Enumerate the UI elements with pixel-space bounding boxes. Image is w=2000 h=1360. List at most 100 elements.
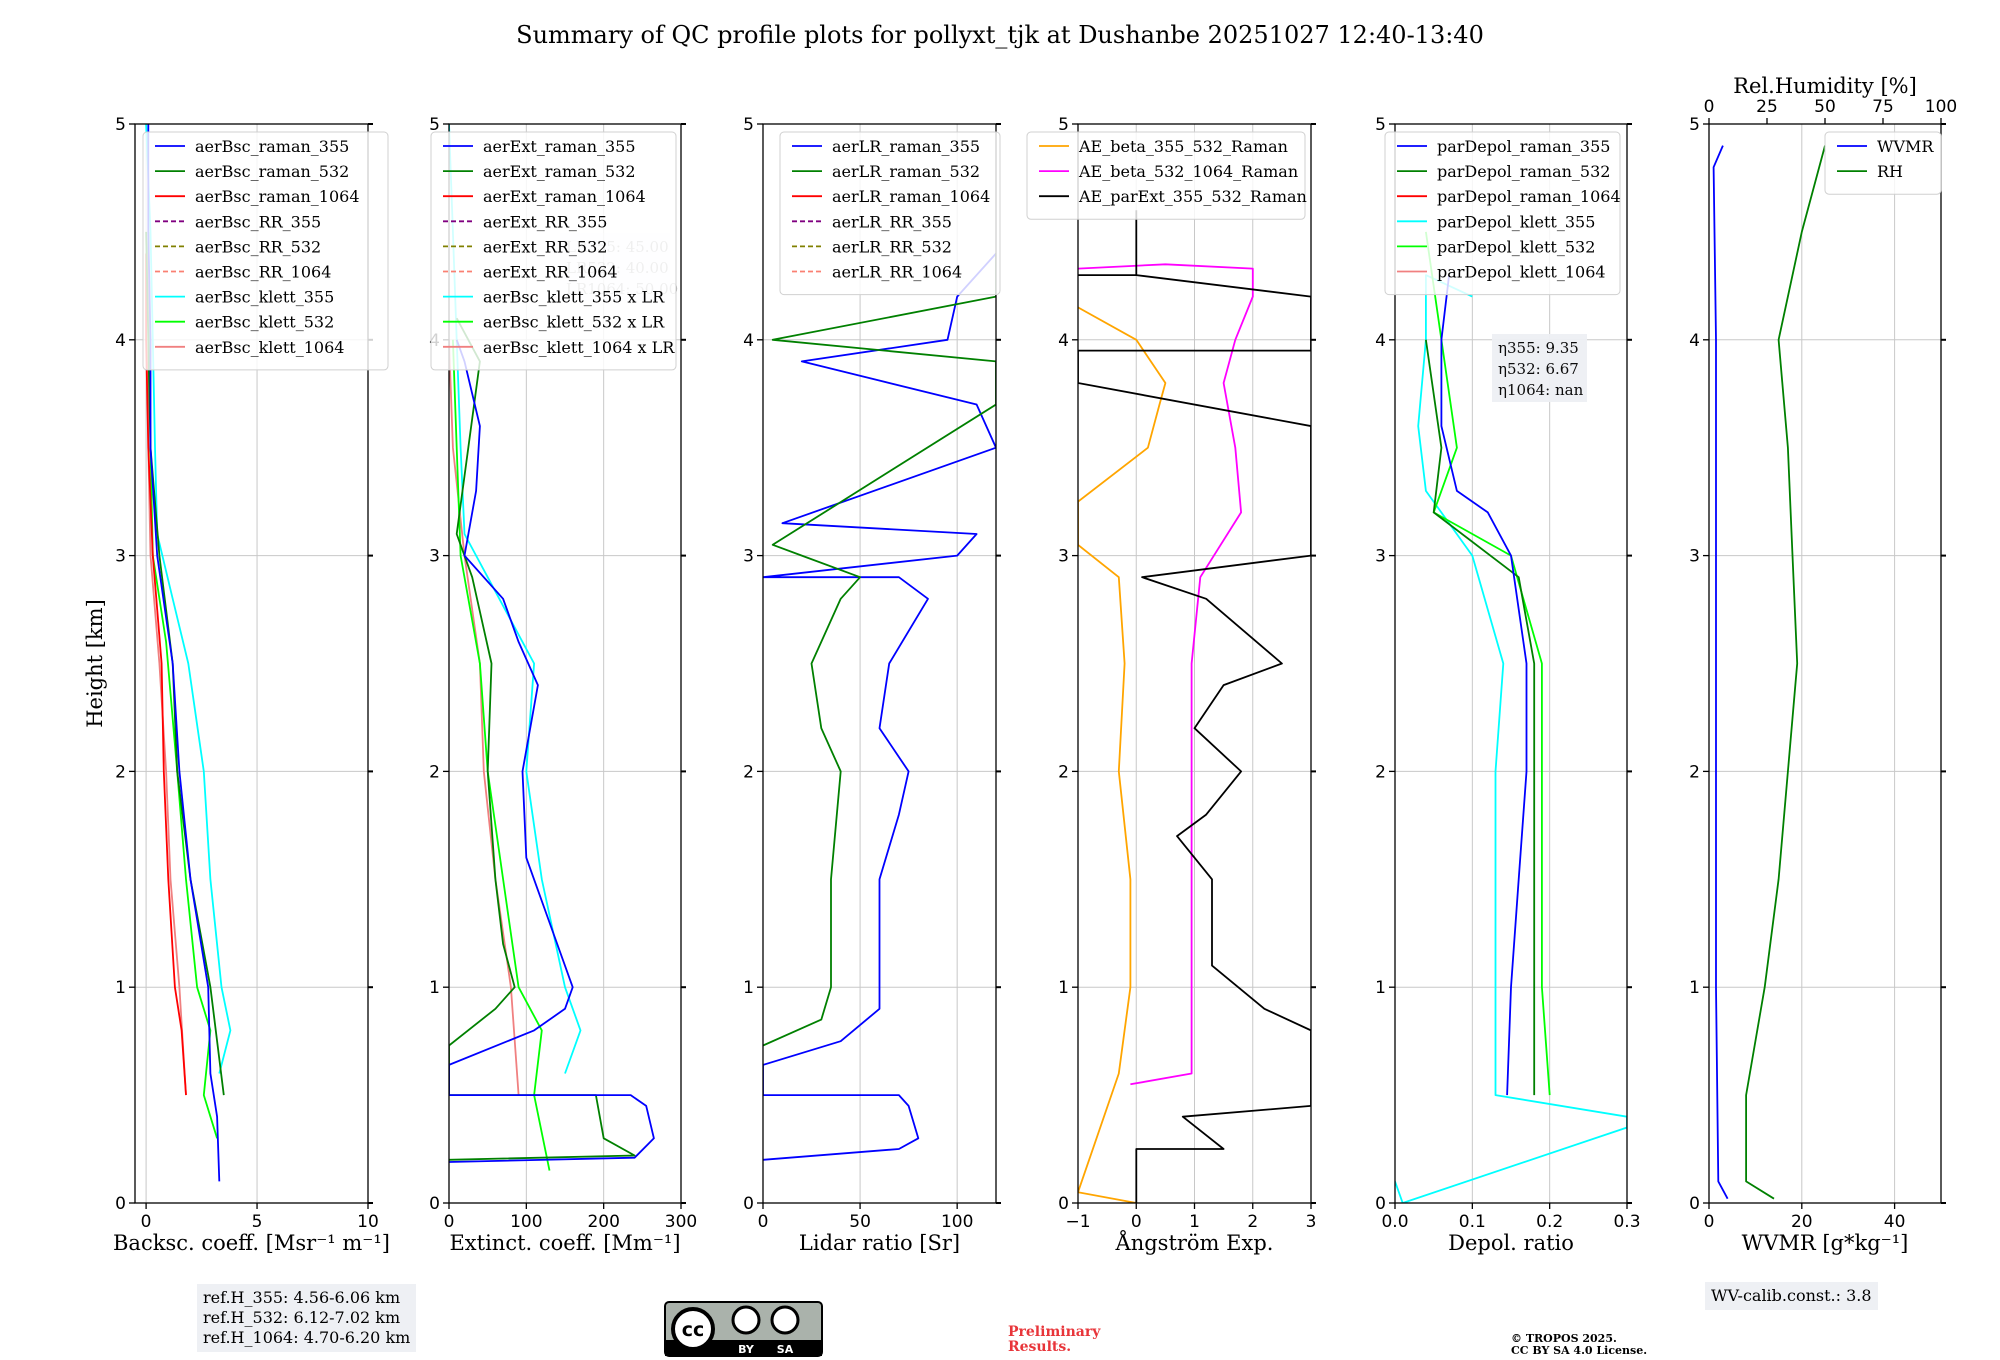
x-axis-label: Lidar ratio [Sr] [799, 1231, 960, 1255]
series-aerExt_raman_355 [449, 339, 655, 1163]
ref-height-532: ref.H_532: 6.12-7.02 km [203, 1308, 401, 1327]
legend-label: aerExt_RR_532 [483, 237, 607, 256]
legend-label: parDepol_raman_1064 [1437, 187, 1621, 206]
legend: aerBsc_raman_355 aerBsc_raman_532 aerBsc_r… [142, 131, 389, 371]
xtick-label: 20 [1791, 1212, 1813, 1232]
legend-label: aerBsc_klett_532 x LR [483, 313, 665, 332]
legend-label: aerBsc_raman_355 [195, 137, 349, 156]
ref-heights-box: ref.H_355: 4.56-6.06 km ref.H_532: 6.12-… [197, 1284, 417, 1352]
series-AE_parExt_355_532_Raman [1078, 210, 1311, 1203]
series-aerBsc_klett_1064 x LR [449, 339, 520, 1096]
ytick-label: 5 [1689, 115, 1700, 135]
y-axis-label: Height [km] [83, 599, 107, 728]
wv-calib-box: WV-calib.const.: 3.8 [1705, 1282, 1878, 1310]
ref-height-1064: ref.H_1064: 4.70-6.20 km [203, 1328, 411, 1347]
ytick-label: 3 [743, 547, 754, 567]
x2tick-label: 0 [1704, 97, 1715, 117]
ytick-label: 3 [115, 547, 126, 567]
ytick-label: 3 [429, 547, 440, 567]
xtick-label: 100 [941, 1212, 973, 1232]
ytick-label: 0 [115, 1194, 126, 1214]
x-axis-label: Backsc. coeff. [Msr⁻¹ m⁻¹] [113, 1231, 390, 1255]
legend-label: aerBsc_klett_1064 x LR [483, 338, 675, 357]
ytick-label: 5 [1058, 115, 1069, 135]
legend-frame [142, 131, 389, 371]
xtick-label: 0 [141, 1212, 152, 1232]
x2tick-label: 50 [1814, 97, 1836, 117]
ref-height-355: ref.H_355: 4.56-6.06 km [203, 1288, 401, 1307]
legend-label: WVMR [1877, 137, 1934, 156]
series-AE_beta_532_1064_Raman [1078, 263, 1254, 1086]
legend: aerLR_raman_355 aerLR_raman_532 aerLR_rama… [779, 131, 1001, 296]
series-WVMR [1712, 145, 1729, 1200]
legend-label: aerBsc_klett_1064 [195, 338, 344, 357]
ytick-label: 3 [1058, 547, 1069, 567]
legend-label: aerBsc_raman_1064 [195, 187, 360, 206]
x2-axis-label: Rel.Humidity [%] [1733, 74, 1917, 98]
ytick-label: 2 [1689, 762, 1700, 782]
legend-label: parDepol_klett_532 [1437, 237, 1595, 256]
ytick-label: 1 [1689, 978, 1700, 998]
ytick-label: 0 [1375, 1194, 1386, 1214]
preliminary-line-2: Results. [1008, 1339, 1072, 1355]
x2tick-label: 25 [1756, 97, 1778, 117]
ytick-label: 2 [115, 762, 126, 782]
series-AE_beta_355_532_Raman [1078, 306, 1167, 1203]
xtick-label: 200 [587, 1212, 619, 1232]
ytick-label: 0 [429, 1194, 440, 1214]
legend-frame [430, 131, 677, 371]
series-RH [1745, 145, 1826, 1200]
preliminary-note: Preliminary Results. [1008, 1325, 1100, 1355]
cc-sa-label: SA [777, 1343, 794, 1356]
x2tick-label: 100 [1925, 97, 1957, 117]
cc-logo: cc BY SA [664, 1301, 823, 1357]
legend: AE_beta_355_532_Raman AE_beta_532_1064_Ra… [1026, 131, 1307, 220]
ytick-label: 5 [115, 115, 126, 135]
x2tick-label: 75 [1872, 97, 1894, 117]
ytick-label: 1 [115, 978, 126, 998]
legend-label: aerBsc_RR_1064 [195, 263, 331, 282]
ytick-label: 4 [1689, 331, 1700, 351]
license-line-1: © TROPOS 2025. [1511, 1332, 1617, 1345]
series-parDepol_raman_532 [1425, 339, 1536, 1096]
legend-label: aerLR_raman_532 [832, 162, 980, 181]
ytick-label: 1 [1375, 978, 1386, 998]
xtick-label: 10 [357, 1212, 379, 1232]
series-group [1395, 231, 1627, 1203]
legend-label: parDepol_klett_355 [1437, 212, 1595, 231]
legend-label: aerBsc_klett_355 x LR [483, 288, 665, 307]
x-axis-label: Extinct. coeff. [Mm⁻¹] [449, 1231, 680, 1255]
xtick-label: 0.2 [1536, 1212, 1563, 1232]
xtick-label: −1 [1065, 1212, 1090, 1232]
xtick-label: 300 [665, 1212, 697, 1232]
series-aerBsc_klett_532 [147, 231, 218, 1139]
axes-frame [1394, 123, 1628, 1204]
legend: aerExt_raman_355 aerExt_raman_532 aerExt_r… [430, 131, 677, 371]
panel-depol: 0 1 2 3 4 5 0.0 0.1 0.2 0.3 Depol. ratio η355: 9.35… [1375, 115, 1640, 1255]
legend-label: aerBsc_klett_355 [195, 288, 334, 307]
xtick-label: 5 [252, 1212, 263, 1232]
xtick-label: 0 [444, 1212, 455, 1232]
ytick-label: 0 [743, 1194, 754, 1214]
series-group [449, 124, 655, 1171]
ytick-label: 0 [1058, 1194, 1069, 1214]
legend: WVMR RH [1824, 131, 1942, 195]
series-aerLR_raman_355 [763, 252, 996, 1161]
annotation-line: η1064: nan [1498, 381, 1584, 399]
x-axis-label: WVMR [g*kg⁻¹] [1742, 1231, 1909, 1255]
ytick-label: 5 [429, 115, 440, 135]
figure-title: Summary of QC profile plots for pollyxt_… [516, 21, 1484, 49]
ytick-label: 1 [1058, 978, 1069, 998]
legend-label: aerLR_RR_355 [832, 212, 952, 231]
series-parDepol_klett_355 [1395, 274, 1627, 1203]
ytick-label: 2 [1375, 762, 1386, 782]
legend-label: aerBsc_RR_532 [195, 237, 321, 256]
legend-label: aerExt_raman_1064 [483, 187, 646, 206]
xtick-label: 100 [510, 1212, 542, 1232]
series-aerBsc_klett_532 x LR [452, 339, 551, 1171]
xtick-label: 0 [1704, 1212, 1715, 1232]
legend-label: parDepol_raman_355 [1437, 137, 1610, 156]
